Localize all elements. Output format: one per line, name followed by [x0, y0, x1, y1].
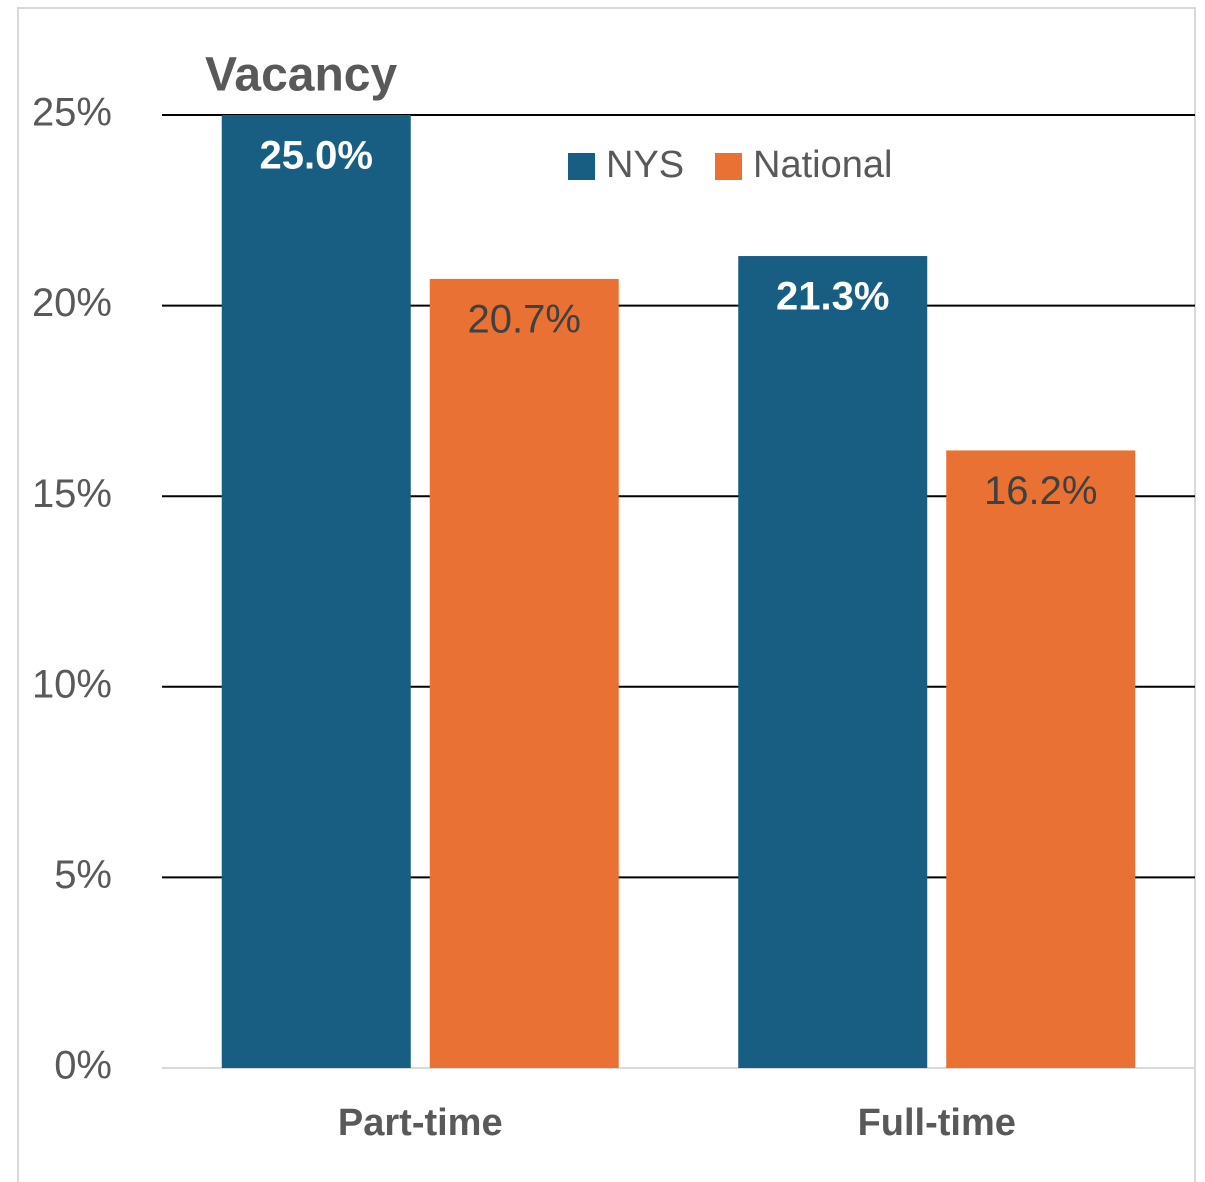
y-tick-label: 0% [54, 1044, 112, 1088]
y-tick-label: 10% [32, 662, 112, 706]
y-tick-label: 20% [32, 281, 112, 325]
data-label: 25.0% [260, 134, 373, 178]
bar [946, 450, 1136, 1068]
x-tick-label: Part-time [338, 1102, 503, 1144]
bar [429, 278, 619, 1068]
data-label: 21.3% [776, 275, 889, 319]
legend-label: National [753, 144, 892, 186]
y-tick-label: 25% [32, 91, 112, 135]
legend-label: NYS [606, 144, 684, 186]
legend-swatch [568, 153, 595, 180]
data-label: 20.7% [468, 297, 581, 341]
chart-title: Vacancy [205, 49, 397, 102]
bar [738, 256, 928, 1068]
chart-frame [17, 7, 1196, 1182]
y-tick-label: 15% [32, 472, 112, 516]
x-tick-label: Full-time [858, 1102, 1016, 1144]
data-label: 16.2% [984, 469, 1097, 513]
legend-swatch [715, 153, 742, 180]
y-tick-label: 5% [54, 853, 112, 897]
bar [221, 115, 411, 1068]
